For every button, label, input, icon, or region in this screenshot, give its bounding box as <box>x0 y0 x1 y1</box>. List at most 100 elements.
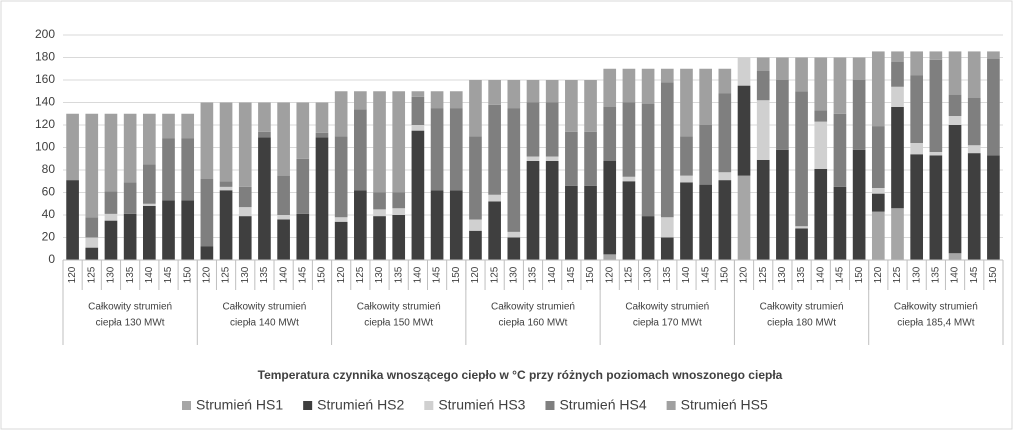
group-label: ciepła 170 MWt <box>633 318 702 329</box>
x-tick-label: 150 <box>451 266 462 283</box>
bar-segment <box>181 138 195 201</box>
bar-segment <box>795 228 808 260</box>
bar-segment <box>584 80 597 132</box>
x-tick-label: 140 <box>681 266 692 283</box>
bar-segment <box>737 175 751 260</box>
bar-segment <box>871 211 885 260</box>
x-tick-label: 150 <box>854 266 865 283</box>
legend-swatch <box>545 401 555 410</box>
bar-segment <box>756 71 770 101</box>
bar-segment <box>660 68 674 83</box>
bar-segment <box>258 102 271 132</box>
bar-segment <box>66 113 79 181</box>
bar-segment <box>891 107 904 209</box>
bar-segment <box>373 91 386 193</box>
bar-segment <box>258 131 271 138</box>
bar-segment <box>507 231 521 238</box>
x-tick-label: 145 <box>969 266 980 283</box>
bar-segment <box>334 221 348 260</box>
bar-segment <box>334 217 348 222</box>
bar-segment <box>929 152 943 156</box>
x-tick-label: 135 <box>125 266 136 283</box>
bar-segment <box>737 85 751 176</box>
bar-segment <box>354 190 367 260</box>
x-tick-label: 120 <box>873 266 884 283</box>
bar-segment <box>699 125 712 185</box>
bar-segment <box>488 194 501 202</box>
y-tick-label: 40 <box>42 207 56 221</box>
bar-segment <box>603 254 617 260</box>
x-tick-label: 150 <box>719 266 730 283</box>
bar-segment <box>565 131 578 186</box>
bar-segment <box>507 80 521 109</box>
x-tick-label: 145 <box>163 266 174 283</box>
x-tick-label: 120 <box>739 266 750 283</box>
group-label: Całkowity strumień <box>625 302 709 313</box>
legend-label: Strumień HS5 <box>681 397 768 413</box>
x-tick-label: 125 <box>758 266 769 283</box>
bar-segment <box>910 51 924 76</box>
x-tick-label: 130 <box>106 266 117 283</box>
bar-segment <box>891 62 904 87</box>
bar-segment <box>871 51 885 127</box>
bar-segment <box>85 217 99 238</box>
bar-segment <box>660 237 674 260</box>
bar-segment <box>622 68 636 103</box>
group-label: ciepła 130 MWt <box>96 318 165 329</box>
bar-segment <box>852 80 866 150</box>
bar-segment <box>507 237 521 260</box>
bar-segment <box>871 188 885 194</box>
bar-segment <box>334 136 348 218</box>
bar-segment <box>795 226 808 229</box>
group-label: ciepła 185,4 MWt <box>897 318 974 329</box>
bar-segment <box>987 155 1000 260</box>
x-tick-label: 125 <box>86 266 97 283</box>
bar-segment <box>929 51 943 60</box>
x-tick-label: 145 <box>297 266 308 283</box>
bar-segment <box>104 113 118 192</box>
group-label: Całkowity strumień <box>894 302 978 313</box>
bar-segment <box>449 91 463 109</box>
bar-segment <box>373 209 386 217</box>
bar-segment <box>660 217 674 238</box>
bar-segment <box>392 208 406 215</box>
bar-segment <box>181 200 195 260</box>
bar-segment <box>85 113 99 218</box>
bar-segment <box>392 192 406 209</box>
bar-segment <box>104 213 118 221</box>
bar-segment <box>142 203 156 206</box>
bar-segment <box>411 91 425 97</box>
bar-segment <box>776 149 789 260</box>
bar-segment <box>315 102 329 133</box>
bar-segment <box>948 94 962 116</box>
group-label: ciepła 160 MWt <box>499 318 568 329</box>
bar-segment <box>699 68 712 125</box>
bar-segment <box>142 164 156 204</box>
y-tick-label: 200 <box>35 27 55 41</box>
bar-segment <box>545 161 559 260</box>
y-tick-label: 140 <box>35 95 55 109</box>
bar-segment <box>104 191 118 214</box>
bar-segment <box>526 102 540 157</box>
bar-segment <box>238 186 252 208</box>
bar-segment <box>277 175 290 215</box>
y-tick-label: 0 <box>48 252 55 266</box>
group-label: Całkowity strumień <box>222 302 306 313</box>
bar-segment <box>814 168 828 260</box>
x-tick-label: 125 <box>489 266 500 283</box>
legend-swatch <box>424 401 434 410</box>
bar-segment <box>584 185 597 260</box>
x-tick-label: 145 <box>432 266 443 283</box>
bar-segment <box>680 136 693 176</box>
legend-label: Strumień HS3 <box>438 397 525 413</box>
bar-segment <box>104 220 118 260</box>
bar-segment <box>469 230 482 260</box>
bar-segment <box>277 219 290 260</box>
bar-segment <box>814 110 828 122</box>
bar-segment <box>718 93 732 173</box>
bar-segment <box>545 102 559 157</box>
bar-segment <box>296 158 310 214</box>
y-tick-label: 160 <box>35 72 55 86</box>
x-tick-label: 120 <box>336 266 347 283</box>
